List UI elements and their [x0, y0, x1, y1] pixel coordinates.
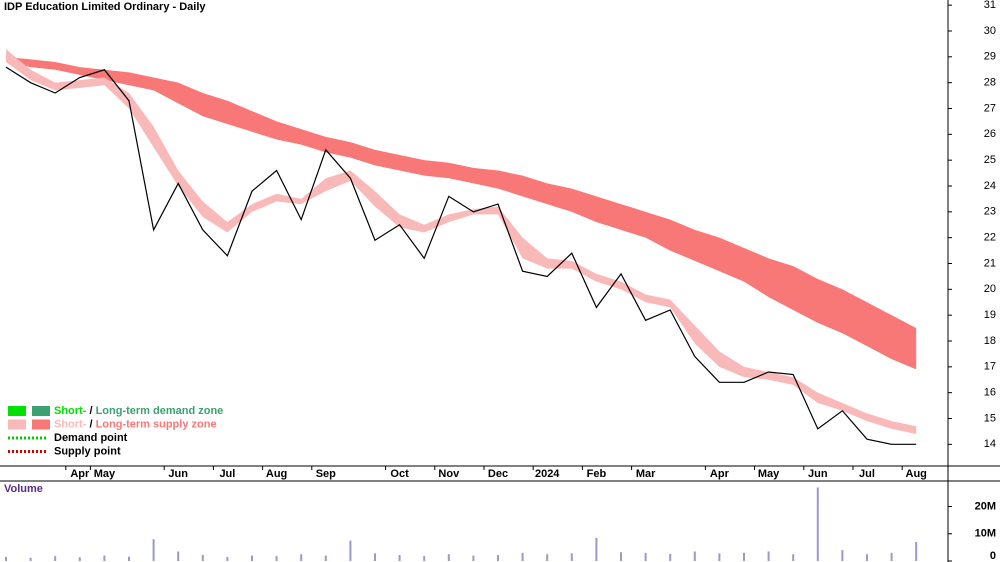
- volume-bar: [398, 555, 401, 561]
- y-tick-label: 0: [990, 550, 996, 562]
- y-tick-label: 15: [984, 412, 996, 424]
- volume-bar: [816, 487, 819, 561]
- volume-bar: [792, 554, 795, 561]
- x-tick-label: Mar: [636, 468, 656, 480]
- x-tick-label: Nov: [438, 468, 460, 480]
- y-tick-label: 25: [984, 154, 996, 166]
- volume-bar: [251, 555, 253, 561]
- x-tick-label: Apr: [710, 468, 730, 480]
- volume-bar: [423, 556, 426, 561]
- volume-bar: [890, 552, 893, 561]
- legend-part: Supply point: [54, 445, 121, 457]
- y-tick-label: 24: [984, 180, 996, 192]
- volume-bar: [300, 554, 303, 561]
- legend-part: Long-term supply zone: [96, 418, 217, 430]
- legend-part: Long-term demand zone: [96, 405, 224, 417]
- y-tick-label: 22: [984, 232, 996, 244]
- legend-swatch: [32, 406, 50, 416]
- volume-bar: [546, 554, 549, 561]
- volume-bar: [447, 554, 450, 561]
- x-tick-label: Aug: [266, 468, 287, 480]
- y-tick-label: 14: [984, 438, 996, 450]
- legend-swatch: [32, 419, 50, 430]
- x-tick-label: Jul: [859, 468, 875, 480]
- legend-label: Short- / Long-term demand zone: [54, 405, 223, 417]
- volume-bar: [275, 556, 278, 561]
- volume-bar: [644, 552, 647, 561]
- legend-part: Short-: [54, 418, 87, 430]
- volume-bar: [128, 556, 130, 561]
- volume-bar: [521, 552, 524, 561]
- volume-bar: [472, 555, 475, 561]
- x-tick-label: Jul: [219, 468, 235, 480]
- chart-title: IDP Education Limited Ordinary - Daily: [4, 1, 206, 13]
- y-tick-label: 23: [984, 206, 996, 218]
- legend-swatch: [8, 419, 26, 430]
- volume-bar: [78, 557, 81, 561]
- y-tick-label: 26: [984, 128, 996, 140]
- volume-bar: [29, 557, 32, 561]
- volume-bar: [570, 553, 573, 561]
- legend-swatch: [8, 406, 26, 416]
- y-tick-label: 16: [984, 387, 996, 399]
- volume-bar: [669, 553, 672, 561]
- legend-label: Supply point: [54, 445, 121, 457]
- volume-bar: [152, 539, 155, 561]
- y-tick-label: 20M: [975, 500, 996, 512]
- legend-label: Demand point: [54, 432, 128, 444]
- legend-label: Short- / Long-term supply zone: [54, 418, 217, 430]
- volume-bar: [324, 555, 327, 561]
- x-tick-label: May: [94, 468, 116, 480]
- x-tick-label: Dec: [488, 468, 508, 480]
- volume-bar: [201, 555, 204, 561]
- y-tick-label: 19: [984, 309, 996, 321]
- y-tick-label: 29: [984, 51, 996, 63]
- y-tick-label: 31: [984, 0, 996, 11]
- volume-bar: [5, 556, 7, 561]
- legend-part: Demand point: [54, 432, 128, 444]
- y-tick-label: 17: [984, 361, 996, 373]
- x-tick-label: Oct: [390, 468, 409, 480]
- volume-bar: [595, 537, 598, 561]
- legend-part: /: [86, 405, 95, 417]
- y-tick-label: 21: [984, 257, 996, 269]
- volume-bar: [103, 555, 106, 561]
- volume-bar: [374, 553, 376, 561]
- volume-bar: [915, 541, 918, 561]
- volume-bar: [497, 555, 499, 561]
- volume-bar: [226, 556, 229, 561]
- x-tick-label: Feb: [587, 468, 607, 480]
- price-line: [5, 66, 917, 445]
- x-tick-label: 2024: [535, 468, 560, 480]
- volume-bar: [349, 540, 352, 561]
- volume-title: Volume: [4, 483, 43, 495]
- x-tick-label: May: [758, 468, 780, 480]
- volume-bar: [767, 551, 770, 561]
- y-tick-label: 10M: [975, 528, 996, 540]
- x-tick-label: Apr: [70, 468, 90, 480]
- volume-bar: [54, 556, 57, 561]
- x-tick-label: Jun: [168, 468, 188, 480]
- x-tick-label: Jun: [808, 468, 828, 480]
- volume-bar: [693, 551, 696, 561]
- y-tick-label: 18: [984, 335, 996, 347]
- volume-bar: [841, 550, 844, 561]
- legend-part: /: [86, 418, 95, 430]
- y-tick-label: 28: [984, 77, 996, 89]
- legend-part: Short-: [54, 405, 87, 417]
- volume-bar: [866, 554, 868, 561]
- y-tick-label: 30: [984, 25, 996, 37]
- volume-bar: [743, 552, 745, 561]
- x-tick-label: Sep: [316, 468, 336, 480]
- volume-bar: [177, 551, 180, 561]
- volume-bar: [620, 552, 622, 561]
- y-tick-label: 20: [984, 283, 996, 295]
- y-tick-label: 27: [984, 102, 996, 114]
- volume-bar: [718, 553, 721, 561]
- x-tick-label: Aug: [906, 468, 927, 480]
